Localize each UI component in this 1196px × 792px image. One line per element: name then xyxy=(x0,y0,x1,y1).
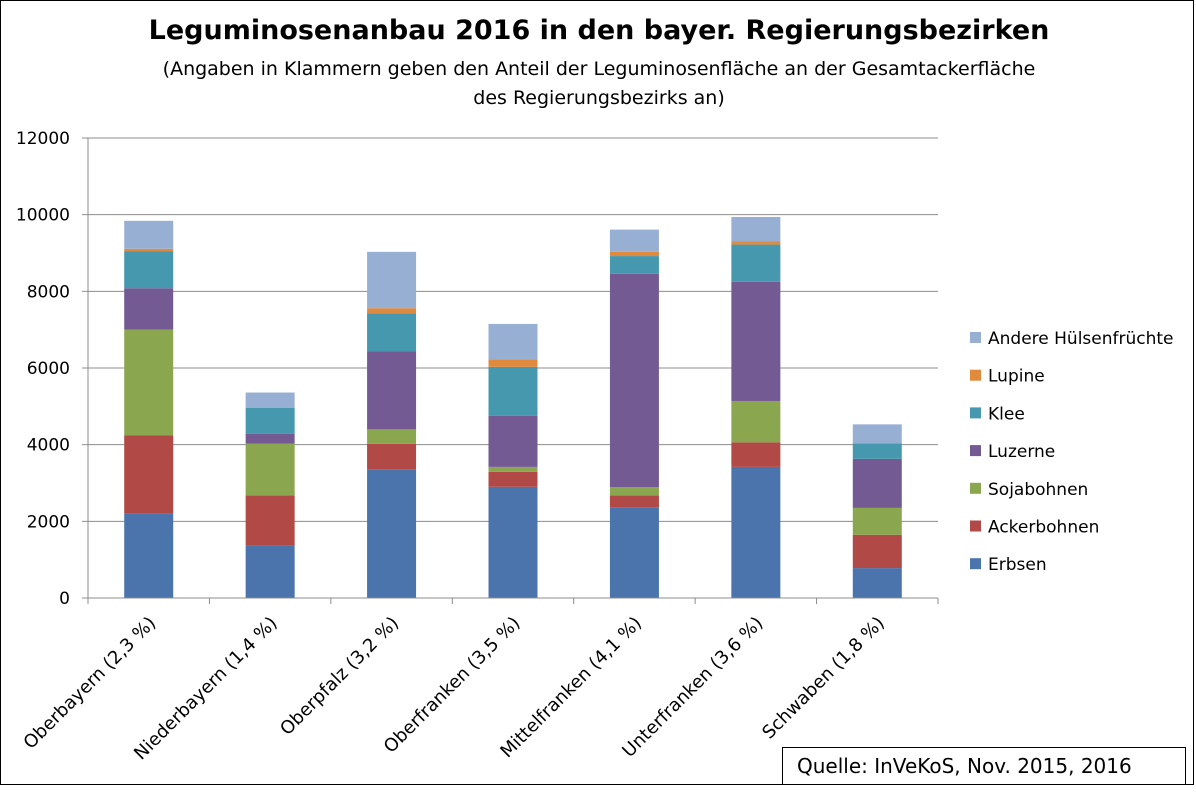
x-tick-label: Unterfranken (3,6 %) xyxy=(618,613,767,762)
y-tick-label: 8000 xyxy=(27,282,70,302)
bar-segment xyxy=(245,545,295,598)
legend-label: Luzerne xyxy=(988,442,1055,462)
bar-segment xyxy=(367,469,417,598)
bar-segment xyxy=(488,471,538,487)
bar-segment xyxy=(245,443,295,496)
bar-segment xyxy=(852,534,902,569)
legend-label: Sojabohnen xyxy=(988,480,1088,500)
y-tick-label: 4000 xyxy=(27,436,70,456)
bar-segment xyxy=(852,507,902,535)
legend: Andere Hülsenfrüchte Lupine Klee Luzerne Soj… xyxy=(970,329,1174,575)
bar-segment xyxy=(245,433,295,444)
y-tick-label: 10000 xyxy=(16,206,70,226)
x-tick-label: Mittelfranken (4,1 %) xyxy=(496,613,645,762)
x-tick-label: Oberpfalz (3,2 %) xyxy=(276,613,403,740)
y-tick-labels: 0 2000 4000 6000 8000 10000 12000 xyxy=(16,129,70,609)
legend-swatch xyxy=(970,407,981,419)
bar-segment xyxy=(367,351,417,430)
bar-segment xyxy=(367,313,417,352)
bar-segment xyxy=(124,288,174,330)
bar-segment xyxy=(245,392,295,408)
bar-segment xyxy=(852,568,902,598)
bar-segment xyxy=(124,435,174,514)
bar-segment xyxy=(609,229,659,252)
bar-segment xyxy=(367,429,417,444)
x-tick-label: Schwaben (1,8 %) xyxy=(758,613,889,744)
bar-segment xyxy=(609,256,659,274)
legend-swatch xyxy=(970,332,981,343)
bar-segment xyxy=(609,487,659,496)
bar-segment xyxy=(852,458,902,508)
bar-segment xyxy=(609,495,659,508)
bar-segment xyxy=(488,359,538,367)
bar-segment xyxy=(731,281,781,401)
legend-label: Erbsen xyxy=(988,555,1047,575)
legend-swatch xyxy=(970,520,981,532)
bar-segment xyxy=(124,513,174,598)
bar-segment xyxy=(731,442,781,467)
legend-swatch xyxy=(970,445,981,457)
axes xyxy=(82,137,939,604)
bar-segment xyxy=(124,220,174,249)
bar-segment xyxy=(124,329,174,436)
bar-segment xyxy=(852,424,902,444)
legend-swatch xyxy=(970,558,981,570)
bar-segment xyxy=(488,466,538,472)
bar-segment xyxy=(367,251,417,309)
legend-label: Klee xyxy=(988,404,1025,424)
bar-segment xyxy=(488,323,538,360)
y-tick-label: 6000 xyxy=(27,359,70,379)
legend-label: Lupine xyxy=(988,367,1045,387)
bar-segment xyxy=(731,466,781,598)
x-tick-labels: Oberbayern (2,3 %)Niederbayern (1,4 %)Ob… xyxy=(20,613,889,765)
x-tick-label: Oberfranken (3,5 %) xyxy=(380,613,525,758)
bar-segment xyxy=(609,507,659,598)
bar-segment xyxy=(124,251,174,289)
chart-subtitle-line-1: (Angaben in Klammern geben den Anteil de… xyxy=(162,58,1036,80)
y-tick-label: 0 xyxy=(59,589,70,609)
chart-subtitle-line-2: des Regierungsbezirks an) xyxy=(473,87,725,109)
y-tick-label: 12000 xyxy=(16,129,70,149)
bar-segment xyxy=(367,308,417,314)
bar-segment xyxy=(245,495,295,546)
bar-segment xyxy=(609,273,659,488)
y-tick-label: 2000 xyxy=(27,512,70,532)
bar-segment xyxy=(731,216,781,242)
bar-segment xyxy=(609,251,659,257)
bars xyxy=(124,216,902,598)
legend-label: Andere Hülsenfrüchte xyxy=(988,329,1174,349)
bar-segment xyxy=(852,443,902,459)
bar-segment xyxy=(488,415,538,467)
legend-swatch xyxy=(970,369,981,381)
bar-segment xyxy=(124,248,174,252)
x-tick-label: Oberbayern (2,3 %) xyxy=(20,613,161,754)
bar-segment xyxy=(367,443,417,470)
legend-label: Ackerbohnen xyxy=(988,518,1099,538)
bar-segment xyxy=(245,407,295,434)
chart-title: Leguminosenanbau 2016 in den bayer. Regi… xyxy=(148,15,1050,46)
bar-segment xyxy=(488,366,538,416)
bar-segment xyxy=(731,244,781,282)
legend-swatch xyxy=(970,482,981,494)
source-note: Quelle: InVeKoS, Nov. 2015, 2016 xyxy=(782,747,1186,784)
bar-segment xyxy=(488,486,538,598)
x-tick-label: Niederbayern (1,4 %) xyxy=(130,613,282,765)
bar-segment xyxy=(731,400,781,443)
bar-segment xyxy=(731,241,781,245)
